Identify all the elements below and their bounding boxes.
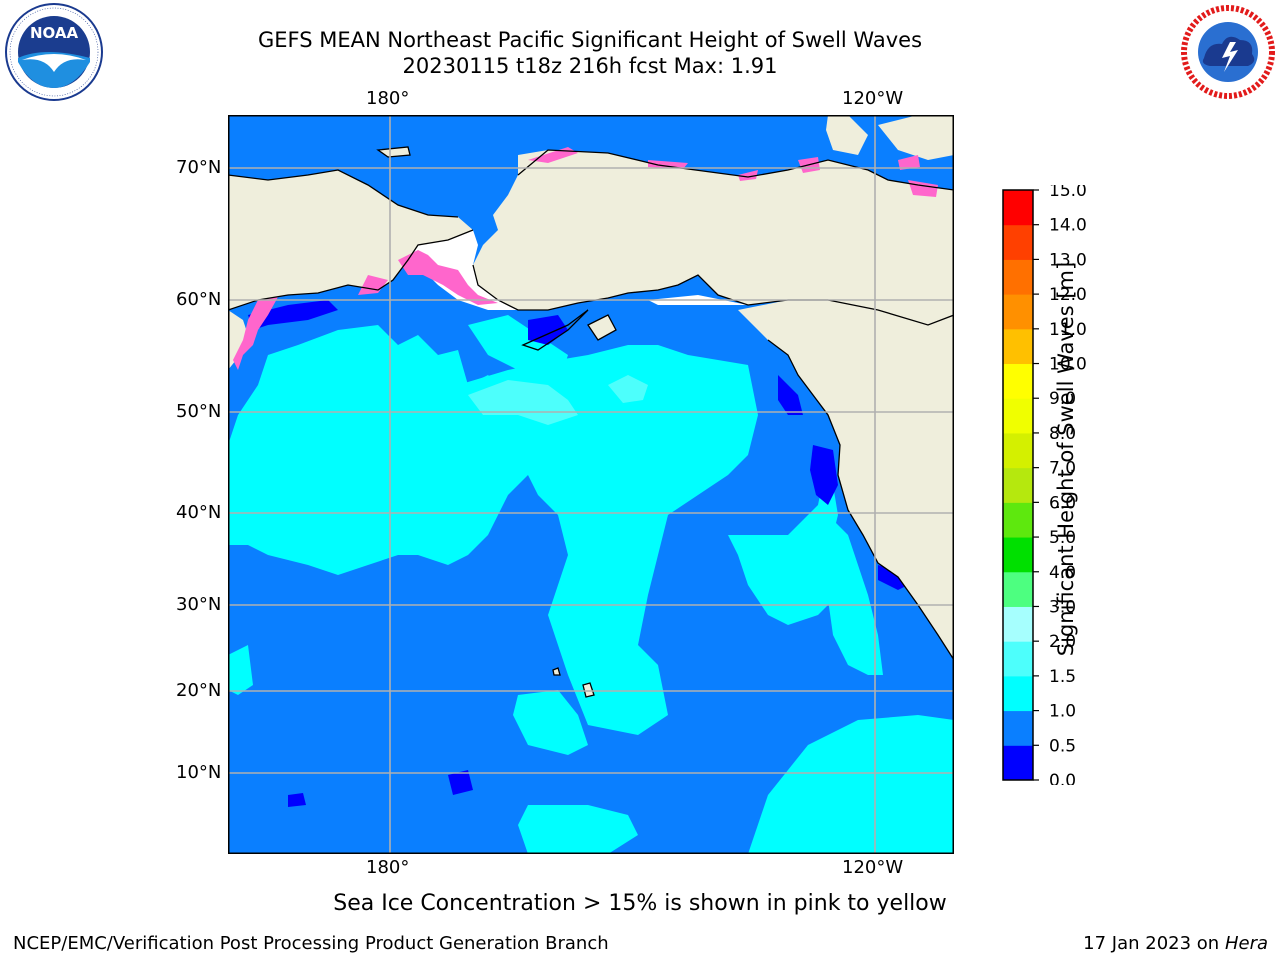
footer-system: Hera: [1224, 933, 1268, 954]
footer-date-text: 17 Jan 2023 on: [1083, 933, 1225, 954]
colorbar-segment: [1003, 363, 1033, 399]
colorbar-label-text: Significant Height of Swell Waves [m]: [1054, 261, 1078, 657]
colorbar-segment: [1003, 745, 1033, 781]
footer-date: 17 Jan 2023 on Hera: [1083, 933, 1268, 954]
noaa-logo: NOAA: [5, 3, 103, 101]
colorbar-segment: [1003, 328, 1033, 365]
colorbar-segment: [1003, 641, 1033, 677]
colorbar-tick-label: 7.0: [1049, 459, 1076, 479]
colorbar-segment: [1003, 675, 1033, 712]
colorbar-frame: [1002, 189, 1034, 781]
lon-label-top-120w: 120°W: [842, 88, 904, 109]
colorbar-segment: [1003, 432, 1033, 469]
colorbar-segment: [1003, 294, 1033, 330]
colorbar-tick-label: 10.0: [1049, 355, 1087, 375]
colorbar-tick-label: 15.0: [1049, 185, 1087, 201]
colorbar-segment: [1003, 398, 1033, 434]
colorbar-tick-label: 6.0: [1049, 493, 1076, 513]
lat-label-70n: 70°N: [176, 157, 222, 178]
lat-label-40n: 40°N: [176, 502, 222, 523]
colorbar-tick-label: 1.5: [1049, 667, 1076, 687]
colorbar-segment: [1003, 259, 1033, 295]
lat-label-30n: 30°N: [176, 594, 222, 615]
colorbar-segment: [1003, 710, 1033, 746]
map-title: GEFS MEAN Northeast Pacific Significant …: [257, 28, 923, 52]
lat-label-60n: 60°N: [176, 289, 222, 310]
map-subtitle: 20230115 t18z 216h fcst Max: 1.91: [402, 54, 778, 78]
colorbar-segment: [1003, 502, 1033, 538]
lon-label-bottom-120w: 120°W: [842, 857, 904, 878]
colorbar-label: Significant Height of Swell Waves [m]: [1054, 159, 1078, 759]
colorbar: 0.0 0.5 1.0 1.5 2.0 3.0 4.0 5.0 6.0 7.0 8.0 9.0 10.0…: [1002, 185, 1087, 785]
colorbar-tick-label: 9.0: [1049, 389, 1076, 409]
colorbar-segment: [1003, 606, 1033, 642]
colorbar-tick-label: 3.0: [1049, 597, 1076, 617]
noaa-logo-text: NOAA: [30, 24, 79, 42]
colorbar-tick-label: 1.0: [1049, 702, 1076, 722]
footer-credit: NCEP/EMC/Verification Post Processing Pr…: [13, 933, 609, 954]
colorbar-tick-label: 2.0: [1049, 632, 1076, 652]
sea-ice-note: Sea Ice Concentration > 15% is shown in …: [333, 891, 947, 916]
lon-label-bottom-180: 180°: [366, 857, 410, 878]
colorbar-tick-label: 11.0: [1049, 320, 1087, 340]
colorbar-segment: [1003, 190, 1033, 226]
colorbar-tick-label: 13.0: [1049, 250, 1087, 270]
colorbar-tick-label: 4.0: [1049, 563, 1076, 583]
swell-height-map: [228, 115, 954, 854]
colorbar-tick-label: 12.0: [1049, 285, 1087, 305]
colorbar-tick-label: 8.0: [1049, 424, 1076, 444]
colorbar-segment: [1003, 467, 1033, 503]
colorbar-tick-label: 0.5: [1049, 736, 1076, 756]
colorbar-tick-label: 0.0: [1049, 771, 1076, 785]
lat-label-50n: 50°N: [176, 401, 222, 422]
colorbar-tick-label: 5.0: [1049, 528, 1076, 548]
lat-label-20n: 20°N: [176, 680, 222, 701]
coastlines: [228, 146, 954, 698]
colorbar-segment: [1003, 537, 1033, 573]
land-mass: [228, 115, 954, 697]
ocean-swell-1-5-2-0: [468, 375, 648, 425]
graticule: [228, 115, 954, 854]
lat-label-10n: 10°N: [176, 762, 222, 783]
colorbar-segment: [1003, 571, 1033, 607]
colorbar-tick-label: 14.0: [1049, 216, 1087, 236]
lon-label-top-180: 180°: [366, 88, 410, 109]
ocean-swell-0-0-0-5: [248, 300, 908, 807]
nws-logo: [1180, 4, 1276, 100]
map-frame: [228, 115, 954, 854]
colorbar-segment: [1003, 224, 1033, 260]
